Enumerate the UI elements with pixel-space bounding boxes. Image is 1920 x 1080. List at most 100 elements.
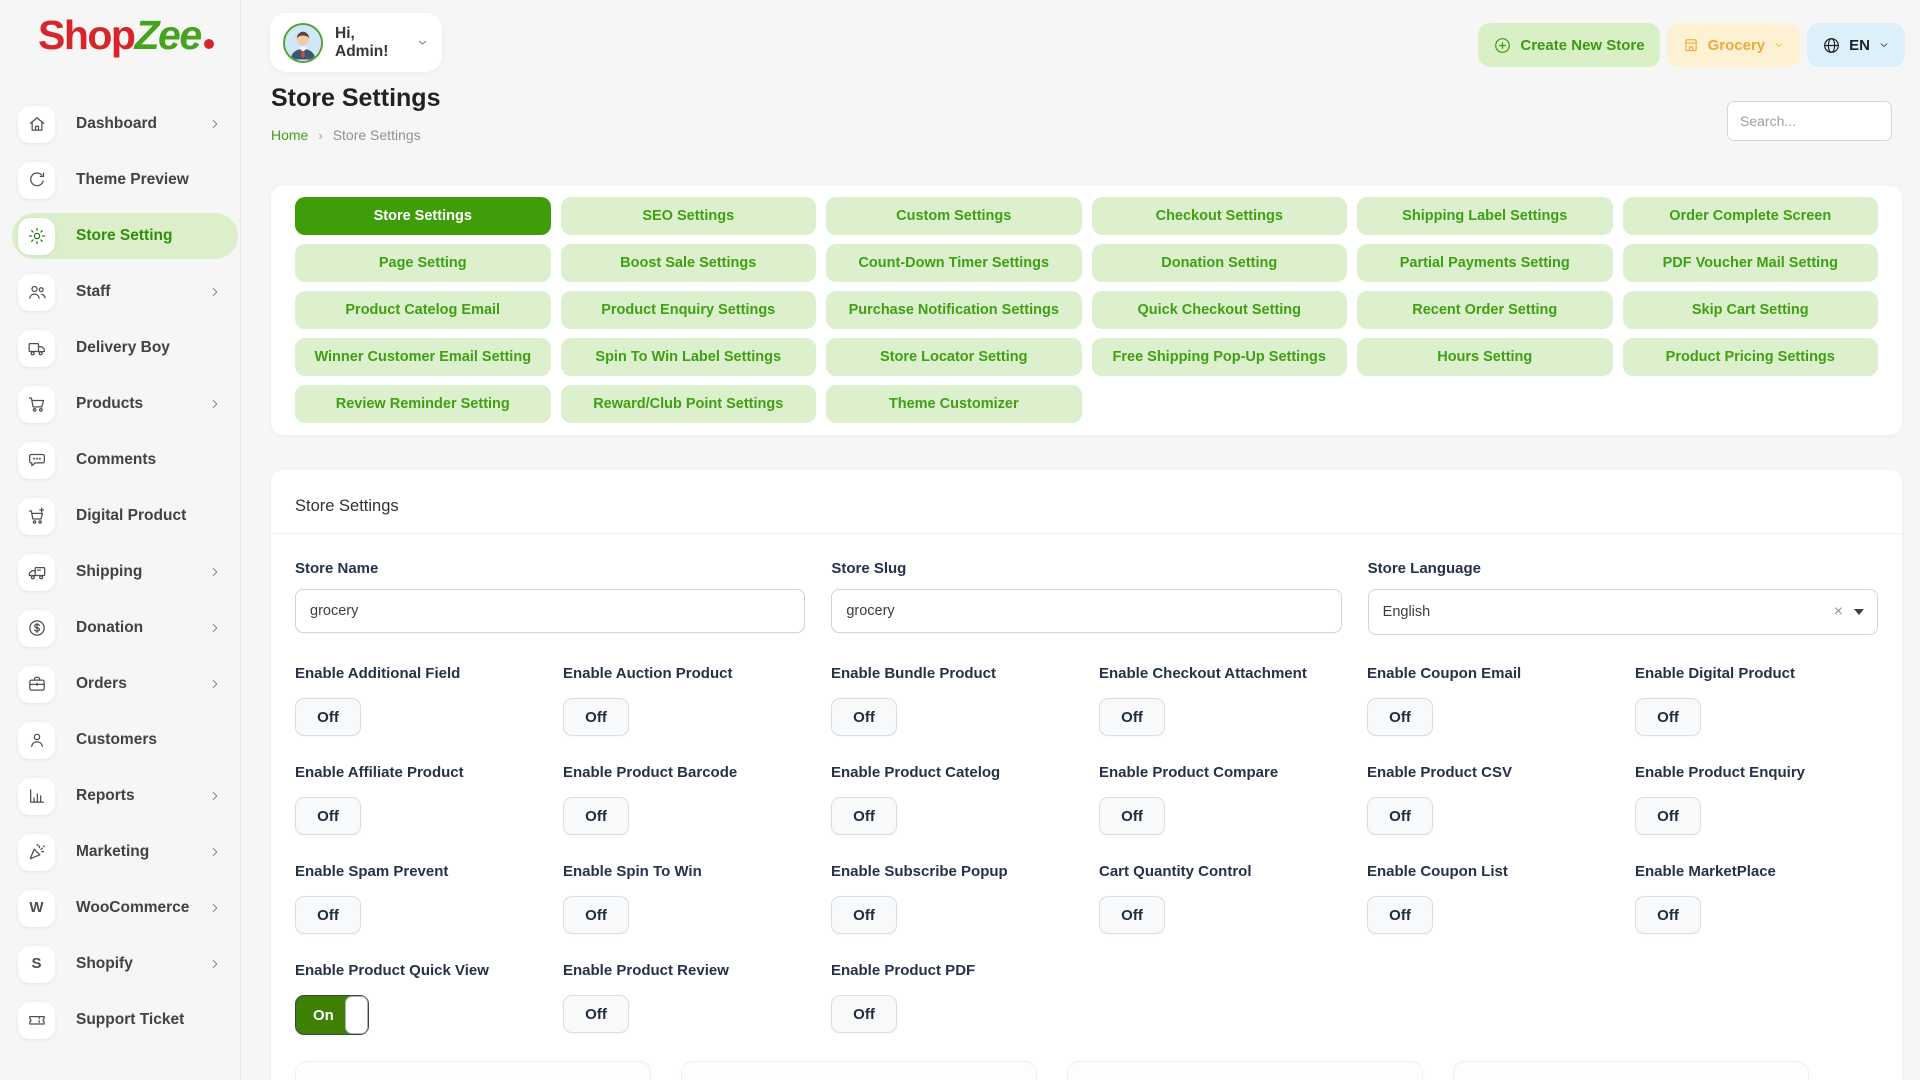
tab-spin-to-win-label-settings[interactable]: Spin To Win Label Settings xyxy=(560,338,816,376)
toggle-enable-digital-product[interactable]: Off xyxy=(1635,698,1701,736)
tab-partial-payments-setting[interactable]: Partial Payments Setting xyxy=(1357,244,1613,282)
create-new-store-button[interactable]: Create New Store xyxy=(1478,23,1660,67)
store-slug-input[interactable] xyxy=(831,589,1342,633)
tab-count-down-timer-settings[interactable]: Count-Down Timer Settings xyxy=(826,244,1082,282)
tab-product-catelog-email[interactable]: Product Catelog Email xyxy=(295,291,551,329)
sidebar-item-donation[interactable]: Donation xyxy=(0,600,240,656)
toggle-state-text: Off xyxy=(1121,906,1143,924)
tab-pdf-voucher-mail-setting[interactable]: PDF Voucher Mail Setting xyxy=(1622,244,1878,282)
toggle-enable-auction-product[interactable]: Off xyxy=(563,698,629,736)
toggle-enable-product-compare[interactable]: Off xyxy=(1099,797,1165,835)
toggle-enable-product-quick-view[interactable]: On xyxy=(295,995,369,1035)
tab-order-complete-screen[interactable]: Order Complete Screen xyxy=(1622,197,1878,235)
sidebar-icon-box xyxy=(18,161,55,199)
toggle-cart-quantity-control[interactable]: Off xyxy=(1099,896,1165,934)
user-menu[interactable]: Hi, Admin! xyxy=(270,13,442,72)
sidebar-item-dashboard[interactable]: Dashboard xyxy=(0,96,240,152)
toggle-enable-product-pdf[interactable]: Off xyxy=(831,995,897,1033)
toggle-enable-product-catelog[interactable]: Off xyxy=(831,797,897,835)
toggle-enable-coupon-list[interactable]: Off xyxy=(1367,896,1433,934)
sidebar-icon-box xyxy=(18,329,55,367)
toggle-state-text: Off xyxy=(317,807,339,825)
tab-store-settings[interactable]: Store Settings xyxy=(295,197,551,235)
toggle-enable-spin-to-win[interactable]: Off xyxy=(563,896,629,934)
sidebar-item-label: Digital Product xyxy=(76,507,187,524)
tab-free-shipping-pop-up-settings[interactable]: Free Shipping Pop-Up Settings xyxy=(1091,338,1347,376)
sidebar-icon-box xyxy=(18,665,55,703)
tab-hours-setting[interactable]: Hours Setting xyxy=(1357,338,1613,376)
sidebar-item-store-setting[interactable]: Store Setting xyxy=(0,208,240,264)
tab-winner-customer-email-setting[interactable]: Winner Customer Email Setting xyxy=(295,338,551,376)
home-icon xyxy=(27,114,47,134)
toggle-label: Cart Quantity Control xyxy=(1099,863,1252,880)
page-title: Store Settings xyxy=(271,84,441,112)
reports-icon xyxy=(27,786,47,806)
sidebar-nav: Dashboard Theme Preview Store Setting Staff… xyxy=(0,96,240,1048)
tab-donation-setting[interactable]: Donation Setting xyxy=(1091,244,1347,282)
sidebar-item-digital-product[interactable]: Digital Product xyxy=(0,488,240,544)
clear-icon[interactable]: × xyxy=(1833,603,1843,620)
staff-icon xyxy=(27,282,47,302)
sidebar-item-shipping[interactable]: Shipping xyxy=(0,544,240,600)
tab-custom-settings[interactable]: Custom Settings xyxy=(826,197,1082,235)
toggle-enable-affiliate-product[interactable]: Off xyxy=(295,797,361,835)
tab-skip-cart-setting[interactable]: Skip Cart Setting xyxy=(1622,291,1878,329)
toggle-enable-spam-prevent[interactable]: Off xyxy=(295,896,361,934)
partial-card xyxy=(681,1061,1037,1080)
sidebar-item-marketing[interactable]: Marketing xyxy=(0,824,240,880)
toggle-enable-product-review[interactable]: Off xyxy=(563,995,629,1033)
tab-recent-order-setting[interactable]: Recent Order Setting xyxy=(1357,291,1613,329)
toggle-enable-checkout-attachment[interactable]: Off xyxy=(1099,698,1165,736)
sidebar-item-customers[interactable]: Customers xyxy=(0,712,240,768)
toggle-enable-product-barcode[interactable]: Off xyxy=(563,797,629,835)
tab-theme-customizer[interactable]: Theme Customizer xyxy=(826,385,1082,423)
breadcrumb-home-link[interactable]: Home xyxy=(271,127,309,143)
tab-store-locator-setting[interactable]: Store Locator Setting xyxy=(826,338,1082,376)
tab-quick-checkout-setting[interactable]: Quick Checkout Setting xyxy=(1091,291,1347,329)
store-name-input[interactable] xyxy=(295,589,806,633)
toggle-enable-bundle-product[interactable]: Off xyxy=(831,698,897,736)
tab-review-reminder-setting[interactable]: Review Reminder Setting xyxy=(295,385,551,423)
dropdown-arrow-icon[interactable] xyxy=(1854,609,1864,615)
sidebar-item-label: Store Setting xyxy=(76,227,173,244)
sidebar-item-theme-preview[interactable]: Theme Preview xyxy=(0,152,240,208)
tab-reward-club-point-settings[interactable]: Reward/Club Point Settings xyxy=(560,385,816,423)
sidebar-item-products[interactable]: Products xyxy=(0,376,240,432)
tab-checkout-settings[interactable]: Checkout Settings xyxy=(1091,197,1347,235)
tab-seo-settings[interactable]: SEO Settings xyxy=(560,197,816,235)
toggle-enable-product-enquiry[interactable]: Off xyxy=(1635,797,1701,835)
toggle-knob xyxy=(345,996,368,1034)
search-input[interactable] xyxy=(1727,101,1892,141)
sidebar-item-label: Support Ticket xyxy=(76,1011,185,1028)
tab-shipping-label-settings[interactable]: Shipping Label Settings xyxy=(1357,197,1613,235)
sidebar-item-orders[interactable]: Orders xyxy=(0,656,240,712)
toggle-enable-subscribe-popup[interactable]: Off xyxy=(831,896,897,934)
sidebar-item-label: Orders xyxy=(76,675,127,692)
tab-product-pricing-settings[interactable]: Product Pricing Settings xyxy=(1622,338,1878,376)
sidebar-item-woocommerce[interactable]: W WooCommerce xyxy=(0,880,240,936)
tab-product-enquiry-settings[interactable]: Product Enquiry Settings xyxy=(560,291,816,329)
sidebar-item-reports[interactable]: Reports xyxy=(0,768,240,824)
sidebar-item-shopify[interactable]: S Shopify xyxy=(0,936,240,992)
tab-page-setting[interactable]: Page Setting xyxy=(295,244,551,282)
store-language-select[interactable]: English × xyxy=(1367,589,1878,635)
language-selector-button[interactable]: EN xyxy=(1807,23,1905,67)
toggle-label: Enable Subscribe Popup xyxy=(831,863,1008,880)
chevron-right-icon xyxy=(208,621,222,635)
toggle-enable-coupon-email[interactable]: Off xyxy=(1367,698,1433,736)
sidebar-item-comments[interactable]: Comments xyxy=(0,432,240,488)
tab-boost-sale-settings[interactable]: Boost Sale Settings xyxy=(560,244,816,282)
sidebar-item-label: Reports xyxy=(76,787,135,804)
toggle-enable-product-csv[interactable]: Off xyxy=(1367,797,1433,835)
tab-purchase-notification-settings[interactable]: Purchase Notification Settings xyxy=(826,291,1082,329)
toggle-field-enable-product-compare: Enable Product Compare Off xyxy=(1099,764,1342,835)
sidebar-item-delivery-boy[interactable]: Delivery Boy xyxy=(0,320,240,376)
toggle-state-text: Off xyxy=(1121,708,1143,726)
toggle-enable-marketplace[interactable]: Off xyxy=(1635,896,1701,934)
sidebar-item-staff[interactable]: Staff xyxy=(0,264,240,320)
toggle-enable-additional-field[interactable]: Off xyxy=(295,698,361,736)
store-selector-button[interactable]: Grocery xyxy=(1666,23,1801,67)
store-selector-label: Grocery xyxy=(1707,36,1766,54)
sidebar-item-support-ticket[interactable]: Support Ticket xyxy=(0,992,240,1048)
field-label: Store Language xyxy=(1367,560,1482,577)
